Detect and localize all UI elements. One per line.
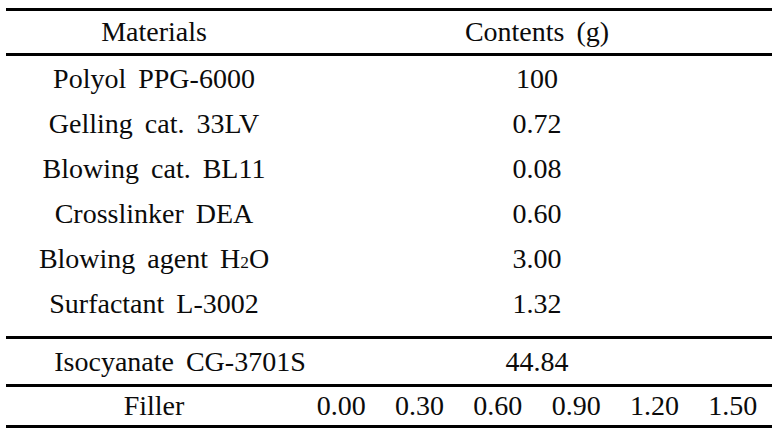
material-cell: Polyol PPG-6000 bbox=[6, 63, 302, 95]
formulation-table: Materials Contents (g) Polyol PPG-6000 1… bbox=[6, 8, 772, 428]
content-cell: 0.60 bbox=[302, 198, 772, 230]
table-body-section: Polyol PPG-6000 100 Gelling cat. 33LV 0.… bbox=[6, 56, 772, 339]
header-contents: Contents (g) bbox=[302, 16, 772, 48]
material-cell: Crosslinker DEA bbox=[6, 198, 302, 230]
table-row: Blowing cat. BL11 0.08 bbox=[6, 146, 772, 191]
filler-value: 0.90 bbox=[537, 390, 615, 422]
filler-section: Filler 0.00 0.30 0.60 0.90 1.20 1.50 bbox=[6, 387, 772, 425]
filler-values: 0.00 0.30 0.60 0.90 1.20 1.50 bbox=[302, 390, 772, 422]
paper-table-page: Materials Contents (g) Polyol PPG-6000 1… bbox=[0, 0, 777, 439]
filler-value: 0.00 bbox=[302, 390, 380, 422]
header-row: Materials Contents (g) bbox=[6, 11, 772, 53]
table-row: Isocyanate CG-3701S 44.84 bbox=[6, 339, 772, 384]
material-label-post: O bbox=[249, 243, 269, 275]
table-row: Filler 0.00 0.30 0.60 0.90 1.20 1.50 bbox=[6, 387, 772, 425]
content-cell: 1.32 bbox=[302, 288, 772, 320]
content-cell: 44.84 bbox=[302, 346, 772, 378]
material-label-pre: Blowing agent H bbox=[39, 243, 240, 275]
content-cell: 0.08 bbox=[302, 153, 772, 185]
material-cell: Blowing agent H2O bbox=[6, 243, 302, 275]
content-cell: 3.00 bbox=[302, 243, 772, 275]
header-materials: Materials bbox=[6, 16, 302, 48]
table-row: Surfactant L-3002 1.32 bbox=[6, 281, 772, 326]
isocyanate-label: Isocyanate CG-3701S bbox=[54, 346, 306, 378]
content-cell: 100 bbox=[302, 63, 772, 95]
filler-value: 0.30 bbox=[380, 390, 458, 422]
table-row: Polyol PPG-6000 100 bbox=[6, 56, 772, 101]
table-header-section: Materials Contents (g) bbox=[6, 11, 772, 56]
material-cell: Gelling cat. 33LV bbox=[6, 108, 302, 140]
table-row: Gelling cat. 33LV 0.72 bbox=[6, 101, 772, 146]
filler-value: 1.50 bbox=[694, 390, 772, 422]
material-cell: Blowing cat. BL11 bbox=[6, 153, 302, 185]
material-cell: Filler bbox=[6, 390, 302, 422]
material-cell: Surfactant L-3002 bbox=[6, 288, 302, 320]
table-row: Blowing agent H2O 3.00 bbox=[6, 236, 772, 281]
material-cell: Isocyanate CG-3701S bbox=[6, 346, 302, 378]
isocyanate-section: Isocyanate CG-3701S 44.84 bbox=[6, 339, 772, 387]
table-row: Crosslinker DEA 0.60 bbox=[6, 191, 772, 236]
filler-value: 0.60 bbox=[459, 390, 537, 422]
content-cell: 0.72 bbox=[302, 108, 772, 140]
filler-value: 1.20 bbox=[615, 390, 693, 422]
